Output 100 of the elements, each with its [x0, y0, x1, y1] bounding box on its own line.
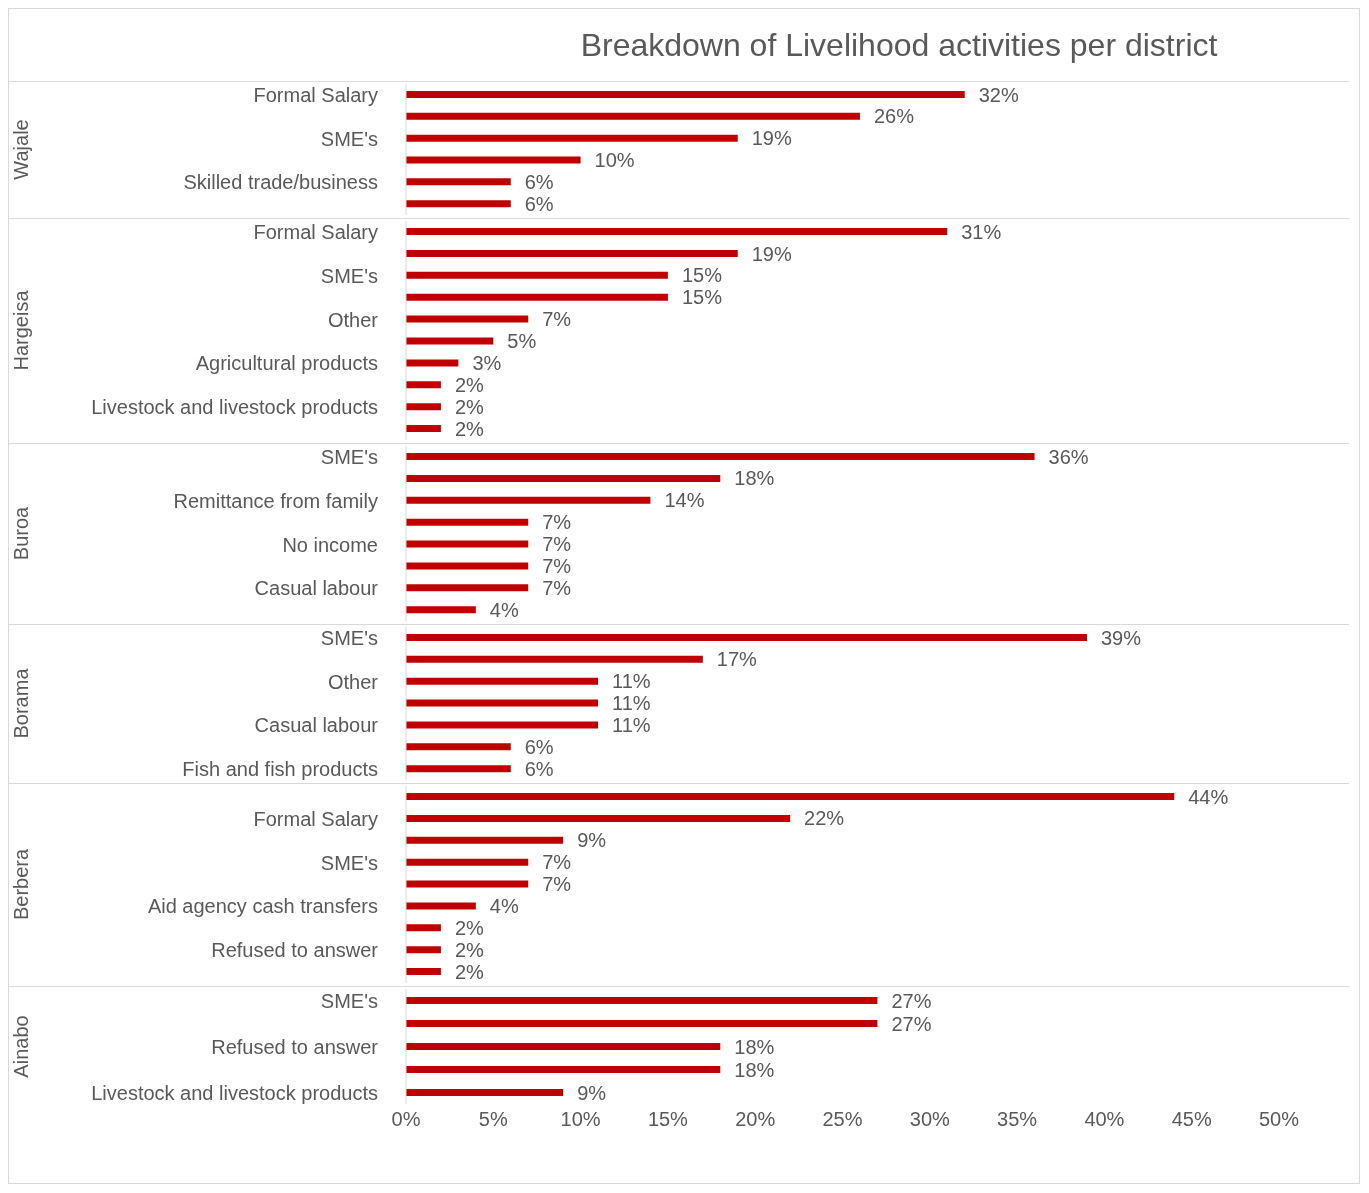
- y-tick-label: SME's: [320, 127, 378, 150]
- bar: [406, 315, 529, 323]
- data-label: 18%: [734, 1035, 775, 1058]
- bar: [406, 359, 459, 367]
- x-tick-label: 45%: [1171, 1108, 1212, 1131]
- bar: [406, 381, 441, 389]
- data-label: 7%: [542, 533, 572, 556]
- y-tick-label: Remittance from family: [173, 489, 378, 512]
- y-tick-label: Aid agency cash transfers: [147, 895, 378, 918]
- bar: [406, 496, 651, 504]
- data-label: 7%: [542, 511, 572, 534]
- data-label: 15%: [681, 264, 723, 287]
- bar: [406, 1020, 878, 1027]
- y-axis-title: Buroa: [10, 505, 33, 561]
- bar: [406, 156, 581, 164]
- y-tick-label: Agricultural products: [195, 352, 378, 375]
- data-label: 7%: [542, 851, 572, 874]
- bar: [406, 540, 529, 548]
- y-tick-label: Refused to answer: [211, 939, 379, 962]
- data-label: 7%: [542, 576, 572, 599]
- x-tick-label: 0%: [391, 1108, 421, 1131]
- data-label: 31%: [961, 220, 1002, 243]
- data-label: 6%: [524, 735, 554, 758]
- y-tick-label: SME's: [320, 446, 378, 469]
- y-tick-label: SME's: [320, 851, 378, 874]
- y-tick-label: Casual labour: [254, 714, 379, 737]
- data-label: 9%: [577, 1081, 607, 1104]
- data-label: 2%: [454, 960, 485, 983]
- bar: [406, 337, 494, 345]
- data-label: 4%: [489, 598, 519, 621]
- y-tick-label: Livestock and livestock products: [91, 396, 378, 419]
- bar: [406, 677, 599, 685]
- y-tick-label: SME's: [320, 627, 378, 650]
- data-label: 7%: [542, 554, 572, 577]
- data-label: 27%: [891, 1012, 932, 1035]
- bar: [406, 518, 529, 526]
- bar: [406, 403, 441, 411]
- data-label: 44%: [1188, 785, 1229, 808]
- bar: [406, 91, 965, 98]
- chart-title: Breakdown of Livelihood activities per district: [579, 25, 1219, 65]
- data-label: 2%: [454, 916, 485, 939]
- bar: [406, 228, 948, 235]
- bar: [406, 1043, 721, 1050]
- bar: [406, 1066, 721, 1073]
- y-tick-label: Formal Salary: [253, 221, 378, 244]
- bar: [406, 562, 529, 570]
- bar: [406, 836, 564, 844]
- data-label: 2%: [454, 395, 485, 418]
- data-label: 5%: [507, 330, 537, 353]
- y-tick-label: Fish and fish products: [182, 758, 378, 781]
- bar: [406, 655, 703, 663]
- data-label: 14%: [664, 489, 705, 512]
- data-label: 6%: [524, 192, 554, 215]
- bar: [406, 721, 599, 729]
- data-label: 10%: [594, 149, 635, 172]
- data-label: 7%: [542, 308, 572, 331]
- data-label: 6%: [524, 170, 554, 193]
- data-label: 2%: [454, 373, 485, 396]
- bar: [406, 134, 738, 142]
- bar: [406, 425, 441, 433]
- bar: [406, 606, 476, 614]
- data-label: 9%: [577, 829, 607, 852]
- x-tick-label: 15%: [647, 1108, 689, 1131]
- x-tick-label: 35%: [997, 1108, 1038, 1131]
- data-label: 4%: [489, 895, 519, 918]
- y-tick-label: Other: [327, 308, 379, 331]
- bar: [406, 271, 668, 279]
- x-tick-label: 10%: [560, 1108, 601, 1131]
- data-label: 2%: [454, 938, 485, 961]
- data-label: 26%: [873, 105, 915, 128]
- data-label: 27%: [891, 989, 932, 1012]
- bar: [406, 765, 511, 773]
- data-label: 19%: [751, 127, 792, 150]
- bar: [406, 968, 441, 976]
- bar: [406, 474, 721, 482]
- data-label: 11%: [612, 670, 651, 693]
- data-label: 17%: [716, 648, 758, 671]
- bar: [406, 814, 791, 822]
- y-axis-title: Ainabo: [10, 1015, 33, 1078]
- x-tick-label: 30%: [909, 1108, 951, 1131]
- y-axis-title: Hargeisa: [10, 289, 33, 371]
- y-axis-title: Borama: [10, 667, 33, 739]
- y-tick-label: Formal Salary: [253, 807, 378, 830]
- y-tick-label: Casual labour: [254, 577, 379, 600]
- bar: [406, 1089, 564, 1096]
- bar: [406, 924, 441, 932]
- data-label: 19%: [751, 242, 792, 265]
- y-tick-label: Skilled trade/business: [183, 171, 378, 194]
- y-tick-label: Refused to answer: [211, 1035, 379, 1058]
- data-label: 6%: [524, 757, 554, 780]
- y-axis-title: Wajale: [10, 119, 33, 180]
- data-label: 15%: [681, 286, 723, 309]
- bar: [406, 249, 738, 257]
- data-label: 11%: [612, 714, 651, 737]
- y-tick-label: Formal Salary: [253, 84, 378, 107]
- y-tick-label: No income: [282, 533, 378, 556]
- bar: [406, 699, 599, 707]
- data-label: 32%: [978, 83, 1019, 106]
- data-label: 3%: [472, 352, 502, 374]
- data-label: 7%: [542, 873, 572, 896]
